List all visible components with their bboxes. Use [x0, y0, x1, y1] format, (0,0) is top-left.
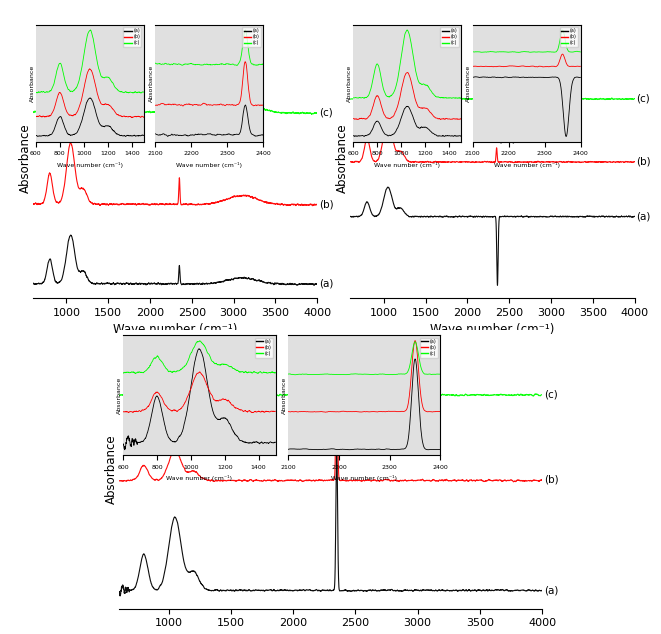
Text: (A): (A) — [181, 117, 204, 133]
Text: (a): (a) — [545, 585, 559, 595]
Text: (b): (b) — [319, 199, 334, 209]
X-axis label: Wave number (cm⁻¹): Wave number (cm⁻¹) — [430, 323, 555, 336]
Text: (c): (c) — [319, 108, 332, 118]
Text: (B): (B) — [498, 129, 521, 144]
Text: (c): (c) — [545, 390, 559, 400]
Text: (b): (b) — [545, 475, 559, 485]
Y-axis label: Absorbance: Absorbance — [336, 124, 349, 193]
Y-axis label: Absorbance: Absorbance — [19, 124, 32, 193]
Text: (a): (a) — [319, 279, 333, 288]
Text: (b): (b) — [637, 157, 651, 167]
Y-axis label: Absorbance: Absorbance — [104, 434, 118, 504]
Text: (a): (a) — [637, 211, 650, 221]
Text: (c): (c) — [637, 94, 650, 103]
X-axis label: Wave number (cm⁻¹): Wave number (cm⁻¹) — [113, 323, 237, 336]
Text: (C): (C) — [307, 428, 329, 443]
